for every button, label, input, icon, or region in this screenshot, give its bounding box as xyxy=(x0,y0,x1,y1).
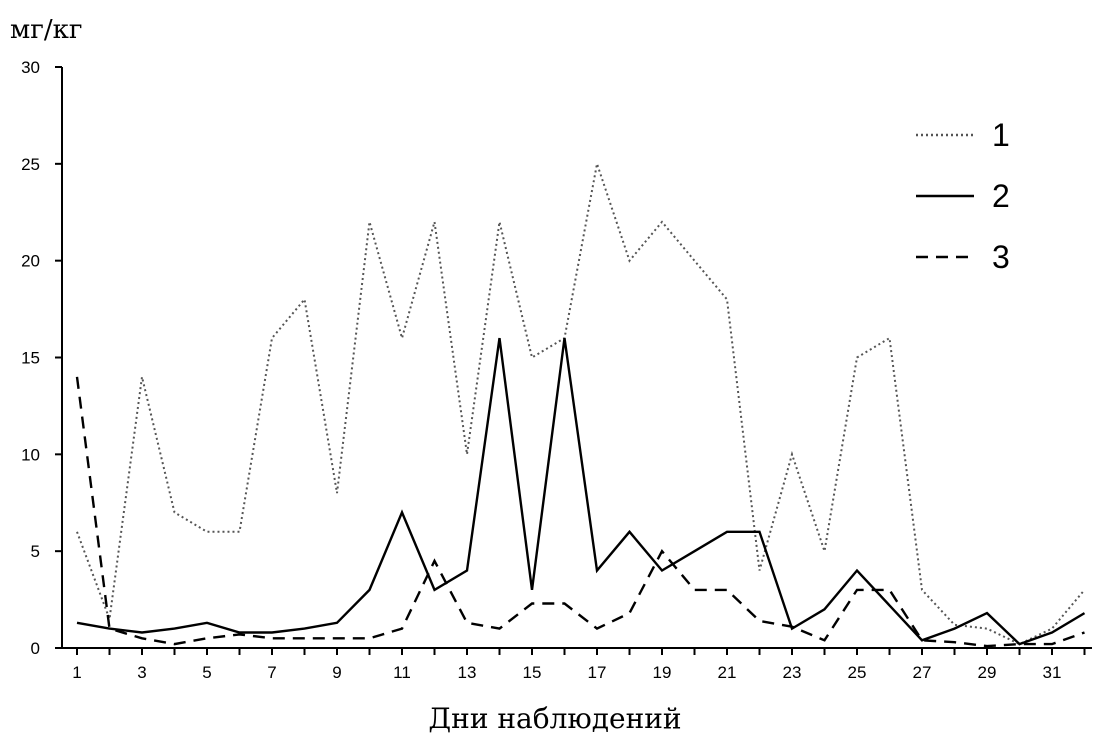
y-tick-label: 15 xyxy=(21,349,40,368)
series-2-line xyxy=(76,337,1086,646)
x-axis-label: Дни наблюдений xyxy=(428,702,681,735)
x-tick-label: 13 xyxy=(458,663,477,682)
y-tick-label: 5 xyxy=(31,542,40,561)
x-tick-label: 19 xyxy=(653,663,672,682)
x-tick-label: 17 xyxy=(588,663,607,682)
y-tick-label: 30 xyxy=(21,58,40,77)
series-1-line xyxy=(76,159,1086,646)
y-tick-label: 10 xyxy=(21,445,40,464)
legend-label-3: 3 xyxy=(992,239,1010,275)
x-tick-label: 9 xyxy=(332,663,341,682)
y-tick-label: 20 xyxy=(21,252,40,271)
legend-label-2: 2 xyxy=(992,178,1010,214)
y-axis-label: мг/кг xyxy=(10,15,82,45)
x-tick-label: 7 xyxy=(267,663,276,682)
x-tick-label: 11 xyxy=(393,663,411,682)
x-tick-label: 27 xyxy=(913,663,932,682)
x-tick-label: 3 xyxy=(137,663,146,682)
x-tick-label: 15 xyxy=(523,663,542,682)
x-tick-label: 29 xyxy=(978,663,997,682)
x-tick-label: 1 xyxy=(72,663,81,682)
x-tick-label: 31 xyxy=(1043,663,1062,682)
x-tick-label: 21 xyxy=(718,663,737,682)
x-tick-label: 25 xyxy=(848,663,867,682)
legend-label-1: 1 xyxy=(992,117,1010,153)
y-tick-label: 25 xyxy=(21,155,40,174)
x-tick-label: 5 xyxy=(202,663,211,682)
series-3-line xyxy=(75,376,1085,648)
y-tick-label: 0 xyxy=(31,639,40,658)
x-tick-label: 23 xyxy=(783,663,802,682)
legend: 1 2 3 xyxy=(916,117,1010,275)
